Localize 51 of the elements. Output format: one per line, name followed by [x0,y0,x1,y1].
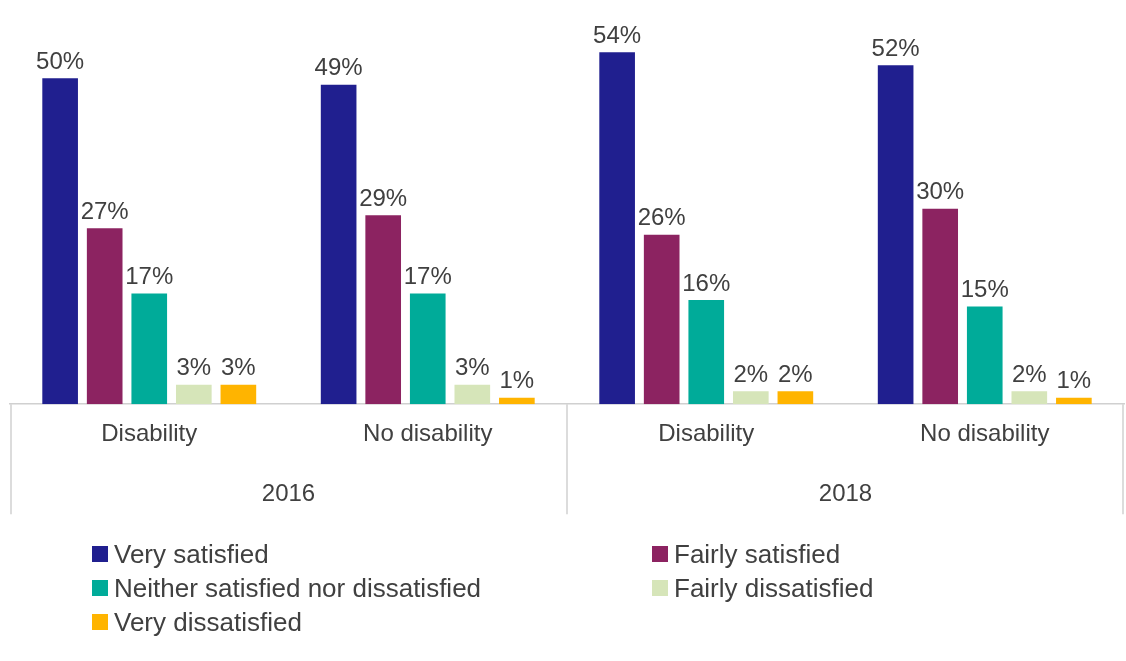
bar [922,208,959,405]
bar [454,384,491,405]
data-label: 2% [778,359,813,387]
bar [688,299,725,405]
data-label: 30% [916,177,965,205]
data-label: 29% [359,183,408,211]
data-label: 50% [36,46,85,74]
text: 2016 [261,478,316,506]
bar [732,391,769,405]
x-tick-label: No disability [920,419,1050,447]
bar [175,384,212,405]
data-label: 2% [1011,359,1047,387]
data-label: 52% [871,33,920,61]
legend-label: Very dissatisfied [114,607,302,637]
legend-label: Neither satisfied nor dissatisfied [114,573,482,603]
data-label: 54% [593,20,642,48]
x-tick-label: Disability [658,419,755,447]
data-label: 27% [80,196,129,224]
legend-label: Fairly satisfied [674,539,841,569]
bar [599,52,635,405]
data-label: 16% [682,268,731,296]
bar [643,234,680,405]
data-label: 1% [1056,366,1092,394]
x-tick-label: Disability [101,419,198,447]
data-label: 3% [176,353,212,381]
bar [220,384,257,405]
data-label: 17% [125,262,174,290]
bar [320,84,357,405]
text: 2018 [818,478,873,506]
data-label: 3% [221,353,256,381]
bar [1056,397,1092,405]
bar [131,293,168,405]
bar [499,397,535,405]
data-label: 1% [499,366,535,394]
bar [777,391,814,405]
legend-label: Very satisfied [114,539,269,569]
x-tick-label: No disability [363,419,493,447]
data-label: 2% [733,359,769,387]
legend-label: Fairly dissatisfied [674,573,874,603]
data-label: 49% [314,53,363,81]
bar [877,65,914,405]
bar [1011,391,1048,405]
data-label: 3% [454,353,490,381]
bar [966,306,1003,405]
data-label: 15% [960,275,1009,303]
bar [86,228,123,405]
bar [409,293,446,405]
bar [42,78,78,405]
data-label: 26% [637,203,686,231]
data-label: 17% [403,262,452,290]
bar [365,215,402,405]
